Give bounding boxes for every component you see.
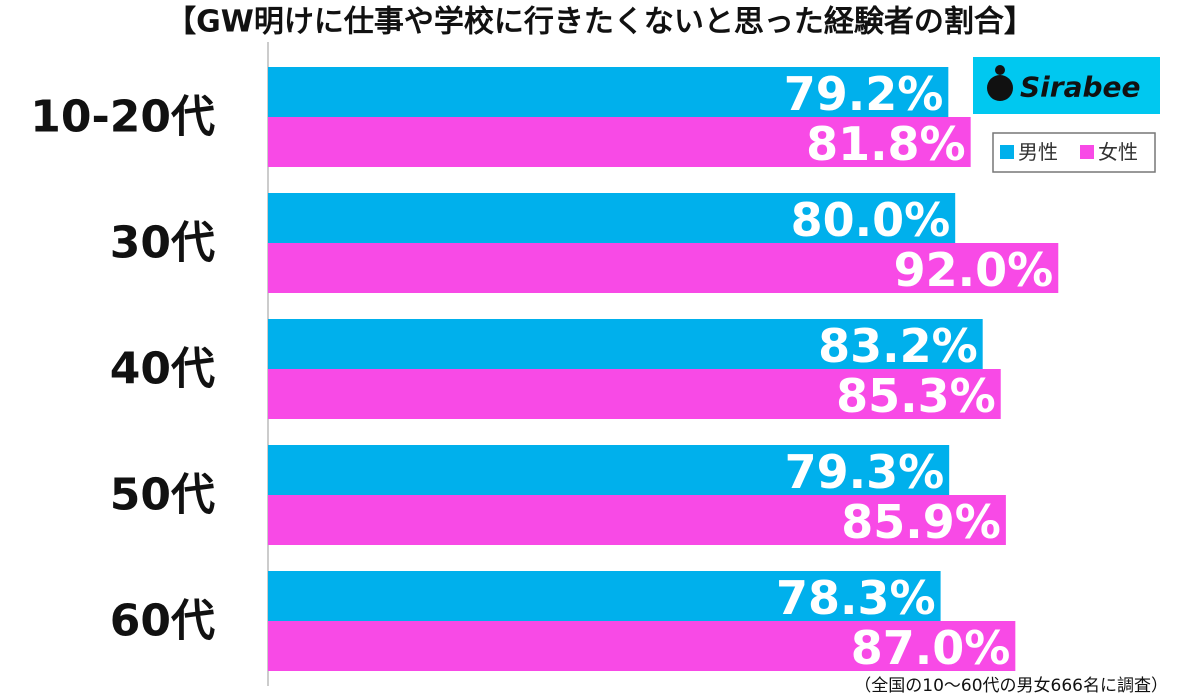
category-label: 60代 [110, 596, 215, 647]
bar [268, 369, 1001, 419]
logo-icon [987, 75, 1013, 101]
legend-box [992, 132, 1156, 173]
bar [268, 67, 949, 117]
bar [268, 621, 1016, 671]
value-label: 92.0% [894, 243, 1054, 297]
bar [268, 243, 1059, 293]
logo-text: Sirabee [1020, 71, 1141, 104]
bar [268, 193, 956, 243]
bar [268, 445, 950, 495]
value-label: 83.2% [818, 319, 978, 373]
legend-label: 女性 [1098, 140, 1138, 164]
bar [268, 571, 941, 621]
legend-swatch [1000, 145, 1014, 159]
bar [268, 319, 983, 369]
footnote: （全国の10～60代の男女666名に調査） [854, 676, 1168, 696]
category-label: 10-20代 [30, 92, 215, 143]
legend-swatch [1080, 145, 1094, 159]
value-label: 87.0% [851, 621, 1011, 675]
value-label: 85.9% [841, 495, 1001, 549]
value-label: 79.3% [785, 445, 945, 499]
value-label: 81.8% [806, 117, 966, 171]
chart-title: 【GW明けに仕事や学校に行きたくないと思った経験者の割合】 [166, 5, 1034, 40]
bar [268, 495, 1006, 545]
value-label: 80.0% [791, 193, 951, 247]
legend-label: 男性 [1018, 140, 1058, 164]
logo: Sirabee [973, 57, 1160, 114]
value-label: 79.2% [784, 67, 944, 121]
category-label: 40代 [110, 344, 215, 395]
value-label: 85.3% [836, 369, 996, 423]
category-label: 50代 [110, 470, 215, 521]
bar [268, 117, 971, 167]
category-label: 30代 [110, 218, 215, 269]
logo-icon-top [995, 65, 1005, 75]
value-label: 78.3% [776, 571, 936, 625]
